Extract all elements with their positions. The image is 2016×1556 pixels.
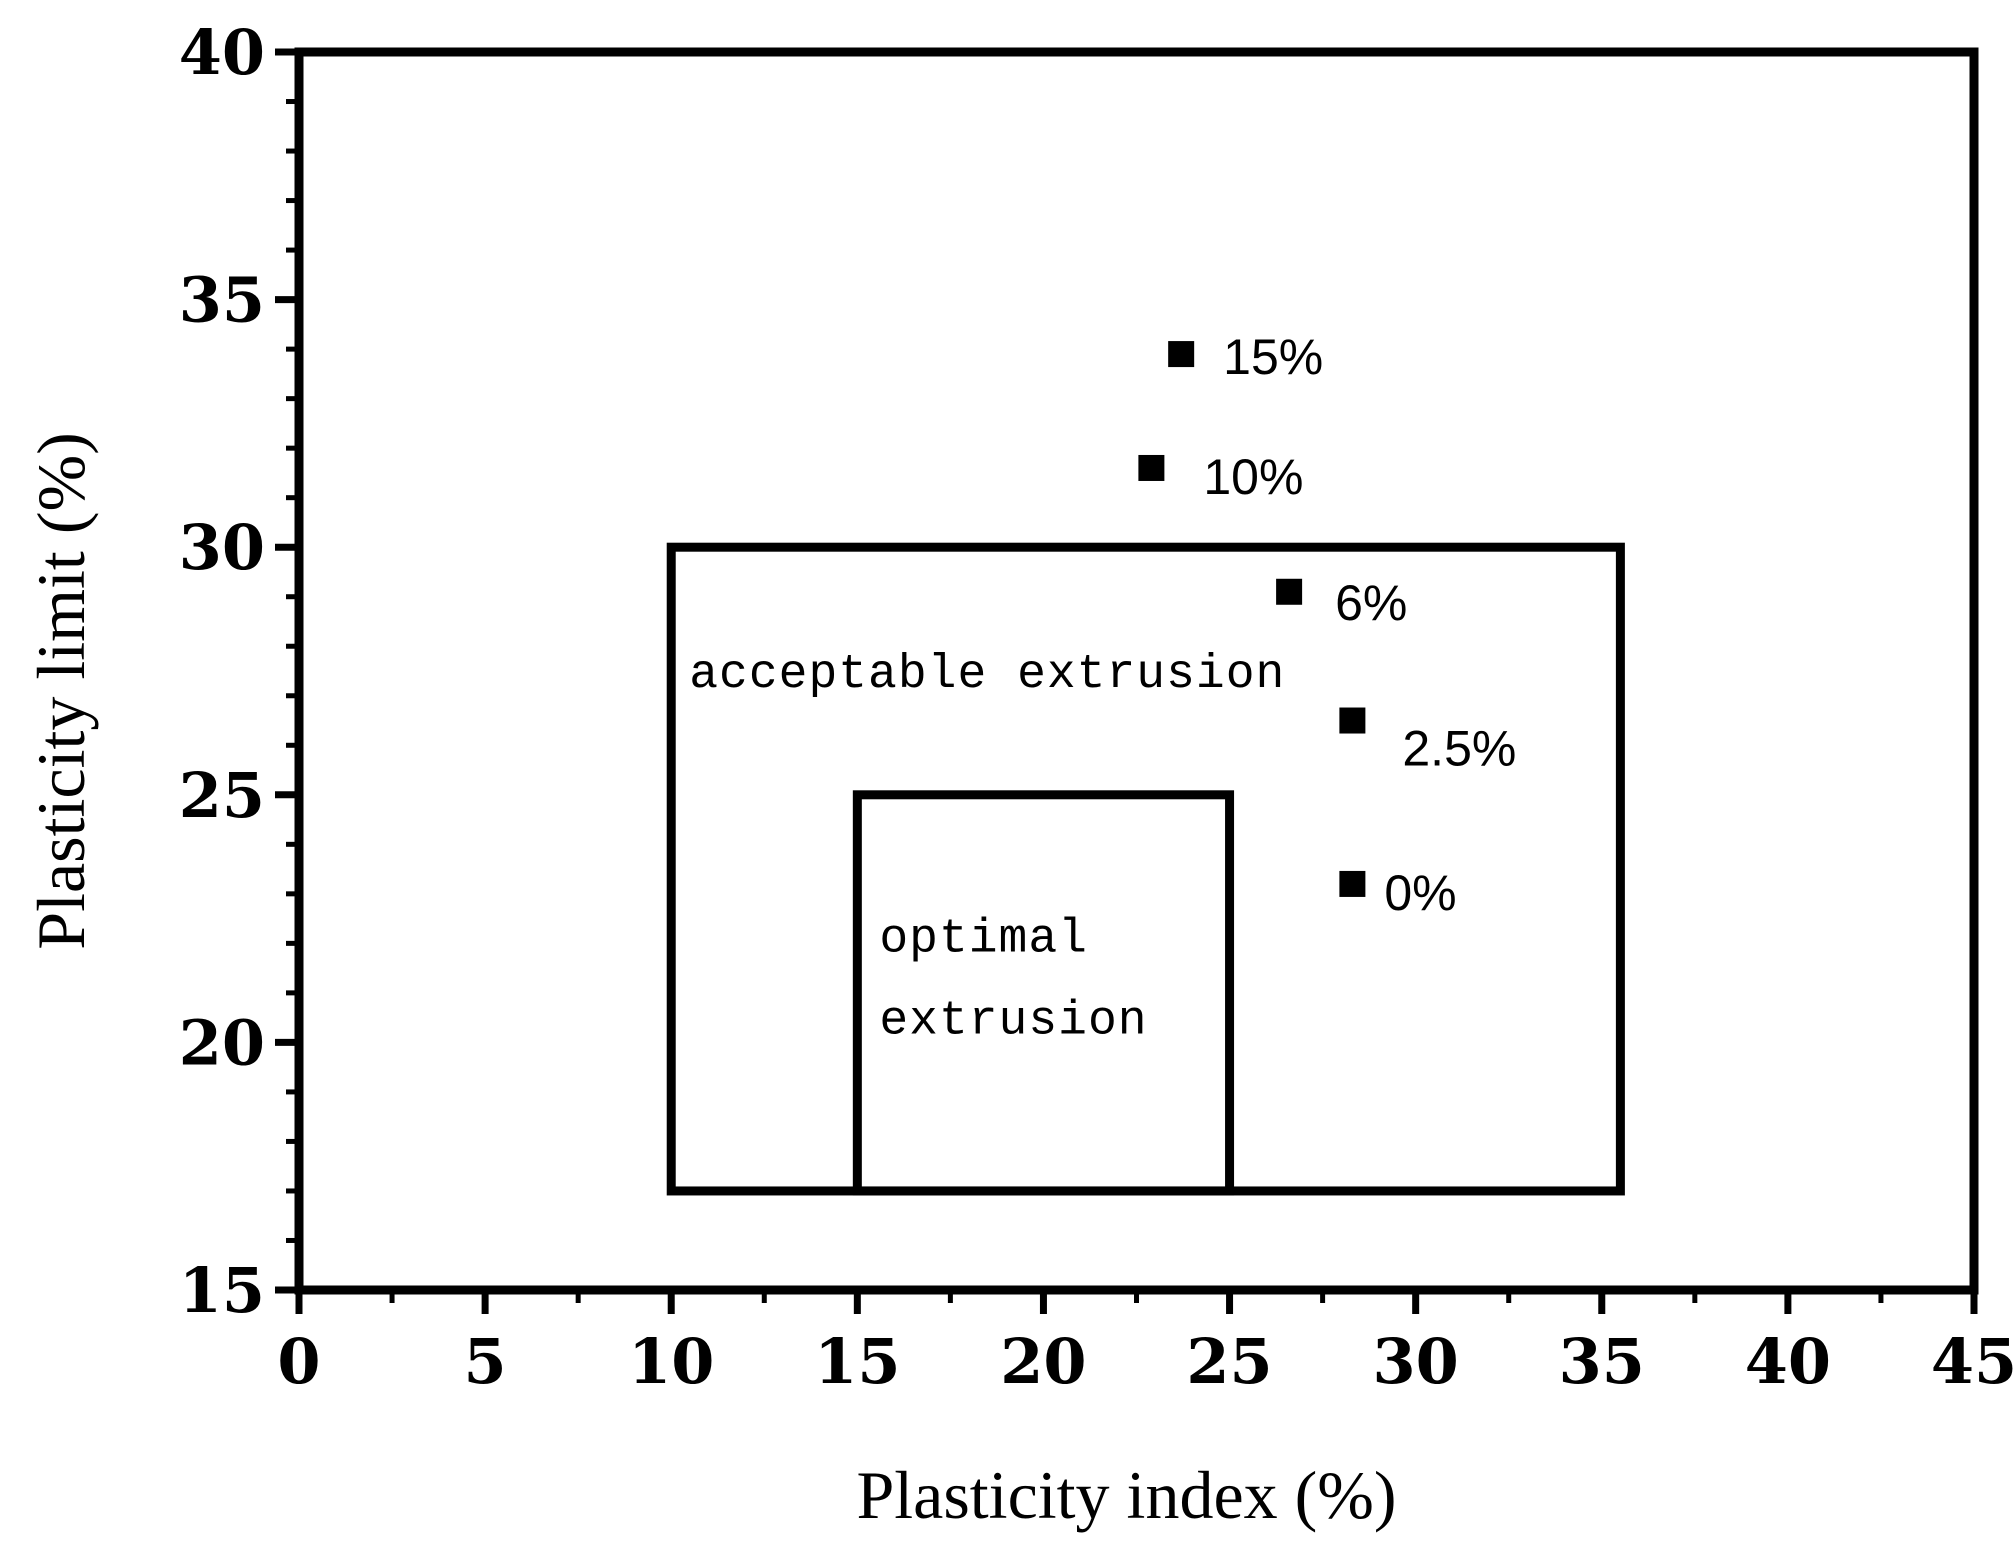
y-axis-title: Plasticity limit (%) — [23, 432, 99, 950]
x-tick-label: 10 — [628, 1325, 714, 1398]
y-tick-label: 35 — [179, 264, 265, 337]
y-tick-label: 20 — [179, 1006, 265, 1079]
x-tick-label: 30 — [1373, 1325, 1459, 1398]
points-layer: 15% 10% 6% 2.5% 0% — [1138, 329, 1516, 921]
region-optimal-label-line: optimal — [879, 912, 1088, 966]
ticks-layer: 0 5 10 15 20 25 30 35 40 45 15 20 25 30 35 40 — [179, 16, 2016, 1398]
data-point — [1138, 454, 1165, 481]
x-tick-label: 45 — [1931, 1325, 2016, 1398]
y-tick-label: 15 — [179, 1254, 265, 1327]
labels-layer: acceptable extrusion optimal extrusion — [689, 648, 1285, 1048]
x-tick-label: 20 — [1000, 1325, 1086, 1398]
data-point-label: 2.5% — [1402, 721, 1516, 777]
y-tick-label: 25 — [179, 759, 265, 832]
region-optimal-label-line: extrusion — [879, 994, 1147, 1048]
region-acceptable-box — [666, 542, 1625, 1196]
x-axis-title: Plasticity index (%) — [856, 1457, 1396, 1533]
region-acceptable-label: acceptable extrusion — [689, 648, 1285, 702]
x-tick-label: 25 — [1186, 1325, 1272, 1398]
regions-layer — [666, 542, 1625, 1196]
x-tick-label: 35 — [1559, 1325, 1645, 1398]
x-tick-label: 15 — [814, 1325, 900, 1398]
y-tick-label: 40 — [179, 16, 265, 89]
data-point-label: 0% — [1384, 865, 1456, 921]
plot-frame — [294, 47, 1979, 1295]
data-point-label: 10% — [1203, 449, 1303, 505]
region-optimal-box — [852, 790, 1235, 1196]
data-point — [1168, 341, 1195, 368]
data-point-label: 6% — [1335, 575, 1407, 631]
x-tick-label: 40 — [1745, 1325, 1831, 1398]
x-tick-label: 5 — [464, 1325, 507, 1398]
data-point — [1339, 870, 1366, 897]
data-point-label: 15% — [1223, 329, 1323, 385]
x-tick-label: 0 — [277, 1325, 320, 1398]
data-point — [1276, 578, 1303, 605]
y-tick-label: 30 — [179, 511, 265, 584]
data-point — [1339, 707, 1366, 734]
